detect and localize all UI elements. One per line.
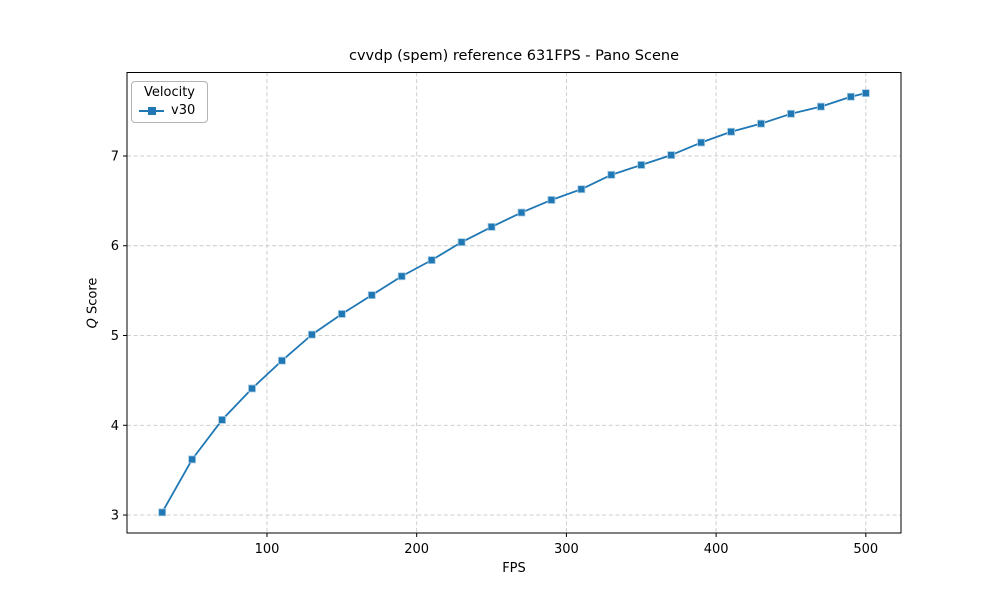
data-point xyxy=(457,238,466,247)
data-point xyxy=(547,196,556,204)
data-point xyxy=(607,170,616,179)
legend-title: Velocity xyxy=(144,85,195,100)
data-point xyxy=(427,256,436,265)
x-tick-label: 500 xyxy=(853,542,878,557)
data-point xyxy=(861,89,870,98)
data-point xyxy=(367,291,376,300)
data-point xyxy=(757,119,765,128)
data-point xyxy=(517,208,526,217)
y-axis-label: Q Score xyxy=(85,277,101,329)
x-tick-label: 200 xyxy=(404,542,429,557)
y-axis-label-rest: Score xyxy=(85,277,101,319)
axes-frame xyxy=(126,72,902,534)
chart-title: cvvdp (spem) reference 631FPS - Pano Sce… xyxy=(349,48,679,64)
legend-item-label: v30 xyxy=(171,103,196,118)
data-point xyxy=(278,356,286,365)
data-point xyxy=(697,138,706,147)
x-tick-label: 300 xyxy=(554,542,579,557)
data-point xyxy=(637,161,646,169)
data-point xyxy=(158,508,167,517)
x-tick-label: 100 xyxy=(255,542,280,557)
data-point xyxy=(667,151,676,159)
data-point xyxy=(218,415,226,424)
data-point xyxy=(337,310,346,318)
y-axis-label-symbol: Q xyxy=(85,318,101,329)
data-point xyxy=(248,384,256,393)
x-tick-label: 400 xyxy=(704,542,729,557)
data-point xyxy=(817,102,825,111)
legend-line-marker-icon xyxy=(139,106,164,115)
legend-item-v30: v30 xyxy=(132,104,207,117)
y-tick-label: 7 xyxy=(111,149,119,164)
data-point xyxy=(307,330,316,339)
data-point xyxy=(787,109,795,118)
y-tick-label: 3 xyxy=(111,509,119,524)
y-tick-label: 6 xyxy=(111,239,119,254)
y-tick-label: 5 xyxy=(111,329,119,344)
data-point xyxy=(397,272,406,281)
data-point xyxy=(727,127,735,136)
x-axis-label: FPS xyxy=(502,561,526,576)
data-point xyxy=(846,92,855,101)
legend: Velocity v30 xyxy=(131,81,208,123)
y-tick-label: 4 xyxy=(111,419,119,434)
data-point xyxy=(188,455,197,464)
data-point xyxy=(487,222,496,231)
data-point xyxy=(577,185,586,194)
